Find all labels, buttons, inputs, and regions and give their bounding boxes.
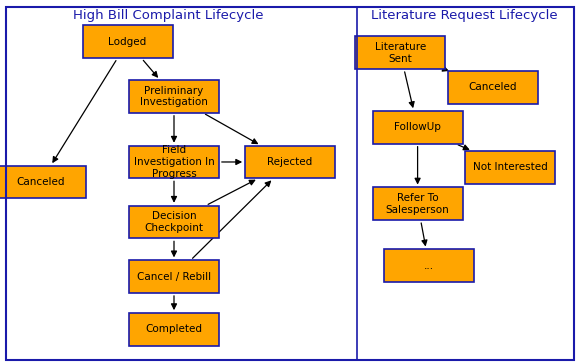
Text: Canceled: Canceled <box>469 82 517 92</box>
Text: Completed: Completed <box>146 324 202 335</box>
Text: Decision
Checkpoint: Decision Checkpoint <box>144 211 204 233</box>
FancyBboxPatch shape <box>384 249 474 282</box>
Text: Refer To
Salesperson: Refer To Salesperson <box>386 193 450 215</box>
FancyBboxPatch shape <box>129 206 219 238</box>
Text: Literature Request Lifecycle: Literature Request Lifecycle <box>371 9 557 22</box>
Text: Preliminary
Investigation: Preliminary Investigation <box>140 86 208 107</box>
FancyBboxPatch shape <box>0 166 86 198</box>
FancyBboxPatch shape <box>372 111 463 144</box>
Text: High Bill Complaint Lifecycle: High Bill Complaint Lifecycle <box>73 9 263 22</box>
Text: ...: ... <box>424 261 434 271</box>
FancyBboxPatch shape <box>83 25 173 58</box>
FancyBboxPatch shape <box>245 146 335 178</box>
FancyBboxPatch shape <box>129 260 219 293</box>
Text: Not Interested: Not Interested <box>473 162 548 173</box>
FancyBboxPatch shape <box>129 80 219 113</box>
FancyBboxPatch shape <box>129 313 219 346</box>
Text: Rejected: Rejected <box>267 157 313 167</box>
Text: Field
Investigation In
Progress: Field Investigation In Progress <box>133 145 215 179</box>
Text: Cancel / Rebill: Cancel / Rebill <box>137 272 211 282</box>
FancyBboxPatch shape <box>355 36 445 69</box>
Text: FollowUp: FollowUp <box>394 122 441 132</box>
Text: Literature
Sent: Literature Sent <box>375 42 426 64</box>
FancyBboxPatch shape <box>465 151 556 184</box>
Text: Lodged: Lodged <box>108 37 147 47</box>
FancyBboxPatch shape <box>372 187 463 220</box>
FancyBboxPatch shape <box>448 71 538 104</box>
Text: Canceled: Canceled <box>16 177 65 187</box>
FancyBboxPatch shape <box>129 146 219 178</box>
